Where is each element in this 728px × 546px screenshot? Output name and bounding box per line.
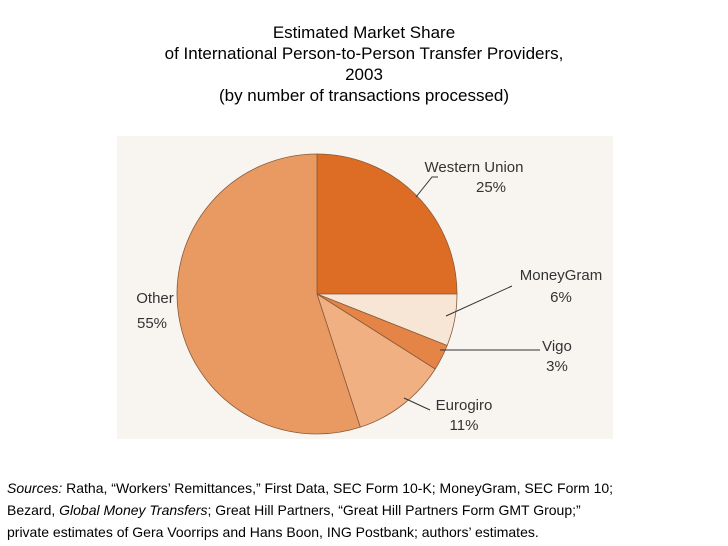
leader-line-eurogiro (403, 397, 431, 411)
pie-slices (176, 153, 458, 435)
chart-title-line-3: 2003 (345, 65, 383, 84)
leader-line-moneygram (445, 285, 513, 317)
sources-line-2-post: ; Great Hill Partners, “Great Hill Partn… (207, 502, 581, 518)
sources-label: Sources: (7, 480, 63, 496)
slice-label-western-union: Western Union (425, 159, 524, 176)
pie-slice-eurogiro (316, 293, 436, 428)
slice-label-moneygram: MoneyGram (520, 267, 603, 284)
sources-line-2-italic: Global Money Transfers (59, 502, 208, 518)
sources-line-2-pre: Bezard, (7, 502, 60, 518)
slice-value-western-union: 25% (476, 179, 506, 196)
chart-title-line-2: of International Person-to-Person Transf… (164, 44, 564, 63)
slice-value-eurogiro: 11% (450, 417, 479, 434)
sources-line-1-text: Ratha, “Workers’ Remittances,” First Dat… (62, 480, 614, 496)
slice-label-eurogiro: Eurogiro (436, 397, 493, 414)
pie-labels: Western Union 25% MoneyGram 6% Vigo 3% Eurogir… (136, 159, 602, 434)
slice-value-moneygram: 6% (550, 289, 572, 306)
leader-line-western-union (415, 176, 438, 198)
sources-line-1: Sources: Ratha, “Workers’ Remittances,” … (7, 477, 723, 499)
slice-label-vigo: Vigo (542, 338, 572, 355)
chart-title-line-1: Estimated Market Share (272, 23, 456, 42)
pie-slice-western-union (316, 153, 458, 295)
chart-title-line-4: (by number of transactions processed) (218, 86, 510, 105)
sources-line-2: Bezard, Global Money Transfers; Great Hi… (7, 499, 723, 521)
slice-value-other: 55% (137, 315, 167, 332)
slice-label-other: Other (136, 290, 174, 307)
pie-slice-other (176, 153, 361, 435)
chart-title: Estimated Market Share of International … (0, 22, 728, 106)
sources-note: Sources: Ratha, “Workers’ Remittances,” … (7, 477, 723, 543)
sources-line-3: private estimates of Gera Voorrips and H… (7, 524, 539, 540)
slice-value-vigo: 3% (546, 358, 568, 375)
